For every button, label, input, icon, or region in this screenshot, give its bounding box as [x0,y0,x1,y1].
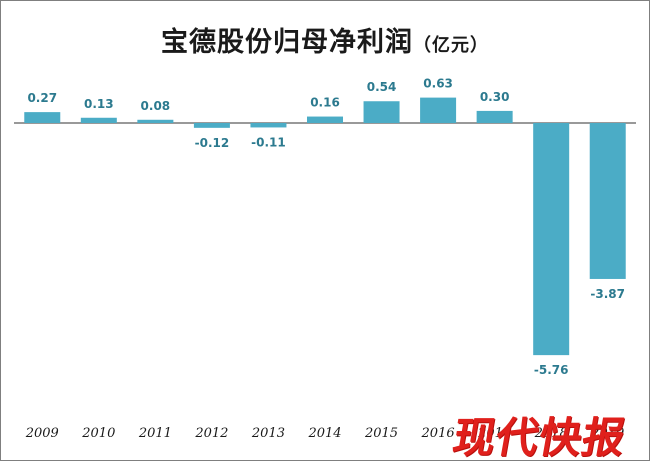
data-label-2009: 0.27 [27,91,57,105]
bar-2009 [24,112,61,123]
data-label-2016: 0.63 [423,77,453,91]
chart-title-text: 宝德股份归母净利润 [161,27,413,58]
x-tick-label-2014: 2014 [307,426,341,441]
bar-2015 [363,101,400,123]
x-tick-label-2013: 2013 [251,426,285,441]
x-tick-label-2019: 2019 [590,426,624,441]
data-label-2014: 0.16 [310,96,340,110]
watermark-logo: 现代快报 [449,413,630,462]
x-tick-label-2016: 2016 [421,426,455,441]
x-tick-label-2018: 2018 [534,426,568,441]
data-label-2013: -0.11 [251,135,286,149]
x-tick-label-2010: 2010 [81,426,115,441]
chart-title: 宝德股份归母净利润（亿元） [0,20,650,59]
data-label-2018: -5.76 [534,363,569,377]
chart-title-unit: （亿元） [413,35,489,56]
x-tick-label-2009: 2009 [25,426,59,441]
x-tick-label-2012: 2012 [194,426,228,441]
bar-2017 [476,110,513,123]
data-label-2019: -3.87 [590,287,625,301]
bar-2010 [80,117,117,123]
bar-2012 [193,123,230,128]
bar-2016 [420,97,457,123]
bar-2018 [533,123,570,356]
data-label-2015: 0.54 [367,80,397,94]
x-tick-label-2011: 2011 [138,426,172,441]
bar-2013 [250,123,287,128]
x-tick-label-2015: 2015 [364,426,398,441]
bar-2011 [137,119,174,123]
bar-2019 [589,123,626,279]
x-tick-label-2017: 2017 [477,426,512,441]
data-label-2011: 0.08 [141,99,171,113]
bar-2014 [307,116,343,123]
data-label-2012: -0.12 [195,136,230,150]
data-label-2017: 0.30 [480,90,510,104]
data-label-2010: 0.13 [84,97,114,111]
